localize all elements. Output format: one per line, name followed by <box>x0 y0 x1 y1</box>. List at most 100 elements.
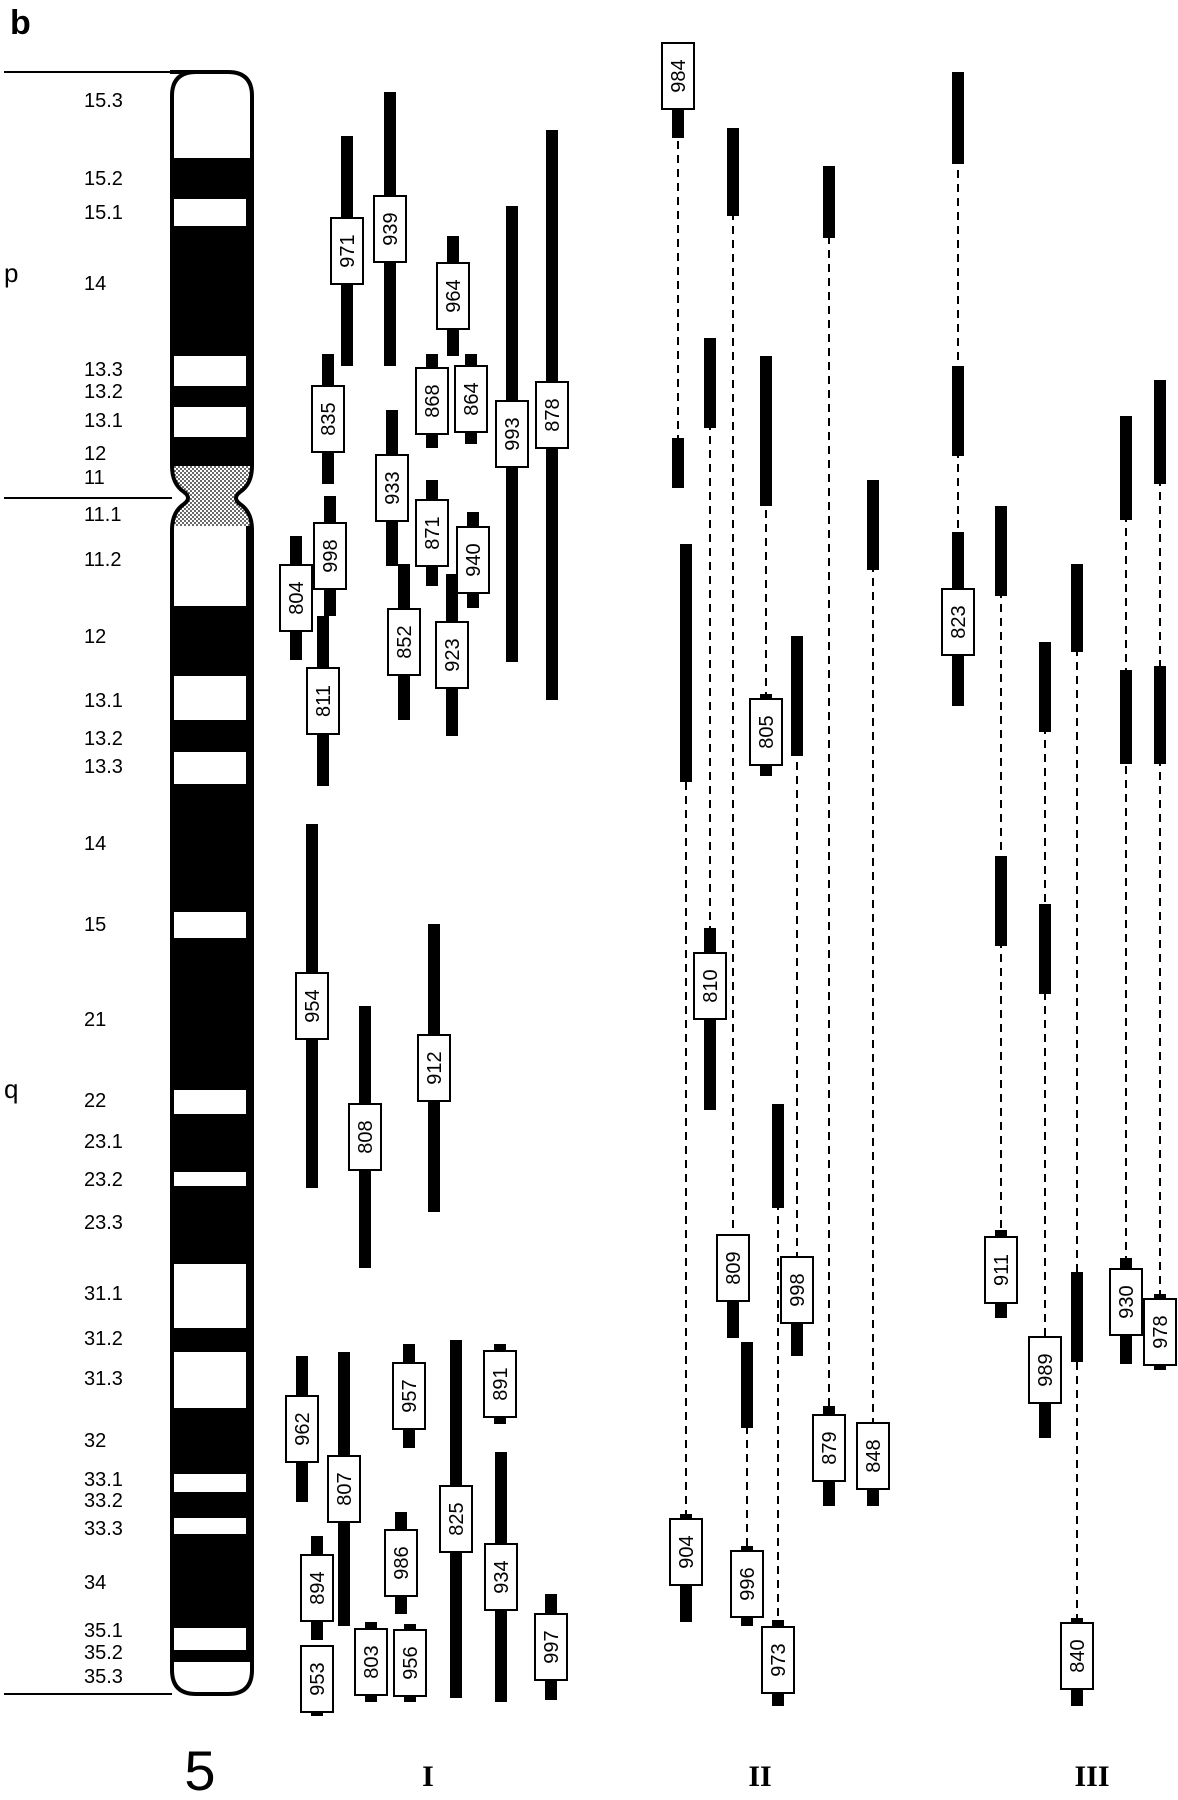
segment-label-box: 954 <box>295 972 329 1040</box>
group-I-segment: 852 <box>387 564 421 720</box>
band-label: 13.1 <box>84 410 123 432</box>
segment-label: 809 <box>723 1251 745 1284</box>
segment-bar <box>1154 380 1166 484</box>
band-label: 15 <box>84 914 106 936</box>
segment-label-box: 984 <box>661 42 695 110</box>
group-I-segment: 957 <box>392 1344 426 1448</box>
segment-bar <box>952 72 964 164</box>
segment-bar <box>704 338 716 428</box>
segment-label-box: 912 <box>417 1034 451 1102</box>
band-labels: 15.315.215.11413.313.213.1121111.111.212… <box>84 90 123 1688</box>
band-label: 11.1 <box>84 504 121 526</box>
segment-label: 823 <box>948 605 970 638</box>
segment-label: 957 <box>399 1379 421 1412</box>
segment-bar <box>867 480 879 570</box>
segment-label-box: 953 <box>300 1645 334 1713</box>
segment-label-box: 852 <box>387 608 421 676</box>
segment-label-box: 939 <box>373 195 407 263</box>
segment-label: 934 <box>491 1560 513 1593</box>
segment-label-box: 840 <box>1060 1622 1094 1690</box>
segment-label: 804 <box>286 581 308 614</box>
group-I-segment: 998 <box>313 496 347 616</box>
chromosome-5-outline <box>170 70 254 1696</box>
discontinuous-track: 848 <box>856 480 890 1506</box>
segment-label: 993 <box>502 417 524 450</box>
group-I-segment: 993 <box>495 206 529 662</box>
group-III-label: III <box>1074 1760 1109 1793</box>
segment-label: 825 <box>446 1502 468 1535</box>
group-I-segment: 804 <box>279 536 313 660</box>
segment-label-box: 808 <box>348 1103 382 1171</box>
segment-label-box: 934 <box>484 1543 518 1611</box>
segment-bar <box>952 366 964 456</box>
discontinuous-track: 823 <box>941 72 975 706</box>
segment-label-box: 940 <box>456 526 490 594</box>
segment-label: 805 <box>756 715 778 748</box>
band-label: 15.1 <box>84 202 123 224</box>
band-label: 15.3 <box>84 90 123 112</box>
segment-label-box: 879 <box>812 1414 846 1482</box>
discontinuous-track: 989 <box>1028 642 1062 1438</box>
segment-label-box: 997 <box>534 1613 568 1681</box>
segment-label-box: 998 <box>313 522 347 590</box>
segment-label-box: 962 <box>285 1395 319 1463</box>
segment-label-box: 971 <box>330 217 364 285</box>
segment-label: 953 <box>307 1662 329 1695</box>
segment-label: 868 <box>422 384 444 417</box>
segment-label: 989 <box>1035 1353 1057 1386</box>
segment-label-box: 811 <box>306 667 340 735</box>
segment-label: 807 <box>334 1472 356 1505</box>
segment-label: 894 <box>307 1571 329 1604</box>
group-I-segment: 923 <box>435 574 469 736</box>
discontinuous-track: 810 <box>693 338 727 1110</box>
group-I-segments: 971 939 964 993 878 835 868 864 933 871 998 940 804 8… <box>279 92 569 1716</box>
discontinuous-track: 978 <box>1143 380 1177 1370</box>
segment-label-box: 978 <box>1143 1298 1177 1366</box>
segment-label: 848 <box>863 1439 885 1472</box>
band-label: 12 <box>84 626 106 648</box>
band-label: 11 <box>84 467 105 489</box>
discontinuous-track: 930 <box>1109 416 1143 1364</box>
segment-label: 930 <box>1116 1285 1138 1318</box>
segment-label-box: 956 <box>393 1629 427 1697</box>
segment-label-box: 986 <box>384 1529 418 1597</box>
band-label: 31.1 <box>84 1283 123 1305</box>
discontinuous-track: 879 <box>812 166 846 1506</box>
segment-label-box: 823 <box>941 588 975 656</box>
discontinuous-track: 911 <box>984 506 1018 1318</box>
group-I-segment: 878 <box>535 130 569 700</box>
discontinuous-track: 805 <box>749 356 783 776</box>
segment-label-box: 825 <box>439 1485 473 1553</box>
discontinuous-track: 998 <box>780 636 814 1356</box>
band-label: 34 <box>84 1572 106 1594</box>
band-label: 12 <box>84 443 106 465</box>
band-label: 13.1 <box>84 690 123 712</box>
band-label: 33.1 <box>84 1469 123 1491</box>
band-label: 22 <box>84 1090 106 1112</box>
group-I-segment: 962 <box>285 1356 319 1502</box>
group-I-segment: 868 <box>415 354 449 448</box>
segment-label-box: 993 <box>495 400 529 468</box>
discontinuous-track: 996 <box>730 1342 764 1626</box>
segment-label-box: 810 <box>693 952 727 1020</box>
group-I-segment: 912 <box>417 924 451 1212</box>
segment-label: 978 <box>1150 1315 1172 1348</box>
segment-bar <box>1120 416 1132 520</box>
band-label: 23.1 <box>84 1131 123 1153</box>
segment-label: 962 <box>292 1412 314 1445</box>
segment-label-box: 868 <box>415 367 449 435</box>
segment-label: 939 <box>380 212 402 245</box>
group-I-segment: 871 <box>415 480 449 586</box>
segment-label-box: 964 <box>436 262 470 330</box>
group-I-segment: 864 <box>454 354 488 444</box>
segment-bar <box>1120 670 1132 764</box>
segment-bar <box>1071 564 1083 652</box>
band-label: 14 <box>84 273 106 295</box>
segment-label-box: 803 <box>354 1628 388 1696</box>
segment-label: 808 <box>355 1120 377 1153</box>
band-label: 35.3 <box>84 1666 123 1688</box>
segment-label: 964 <box>443 279 465 312</box>
group-I-segment: 811 <box>306 616 340 786</box>
group-II-label: II <box>748 1760 771 1793</box>
